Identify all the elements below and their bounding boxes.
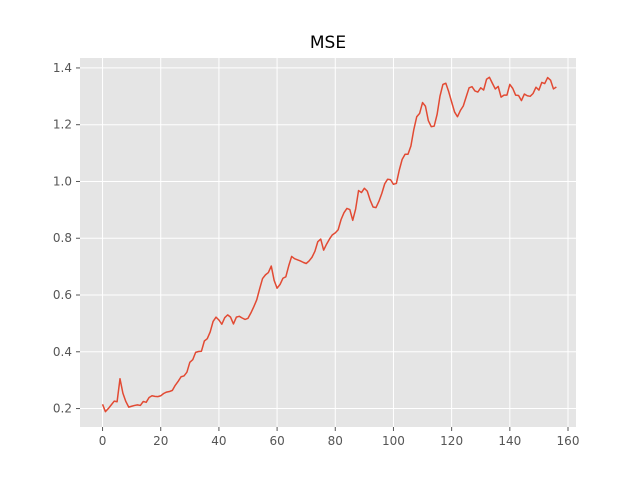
chart-title: MSE: [310, 33, 346, 53]
x-tick-label: 0: [99, 434, 107, 448]
x-tick-label: 40: [211, 434, 226, 448]
x-tick-label: 100: [382, 434, 405, 448]
x-tick-label: 20: [153, 434, 168, 448]
y-tick-label: 1.4: [53, 61, 72, 75]
x-tick-label: 160: [557, 434, 580, 448]
y-tick-label: 1.0: [53, 174, 72, 188]
y-tick-label: 0.6: [53, 288, 72, 302]
y-tick-label: 0.2: [53, 402, 72, 416]
y-tick-label: 0.4: [53, 345, 72, 359]
y-tick-label: 0.8: [53, 231, 72, 245]
y-axis-ticks: 0.2 0.4 0.6 0.8 1.0 1.2 1.4: [53, 61, 80, 416]
x-tick-label: 80: [328, 434, 343, 448]
x-tick-label: 120: [440, 434, 463, 448]
grid-lines: [80, 58, 576, 427]
x-axis-ticks: 0 20 40 60 80 100 120 140 160: [99, 427, 580, 448]
x-tick-label: 60: [269, 434, 284, 448]
series-line-mse: [101, 76, 557, 413]
x-tick-label: 140: [498, 434, 521, 448]
y-tick-label: 1.2: [53, 118, 72, 132]
